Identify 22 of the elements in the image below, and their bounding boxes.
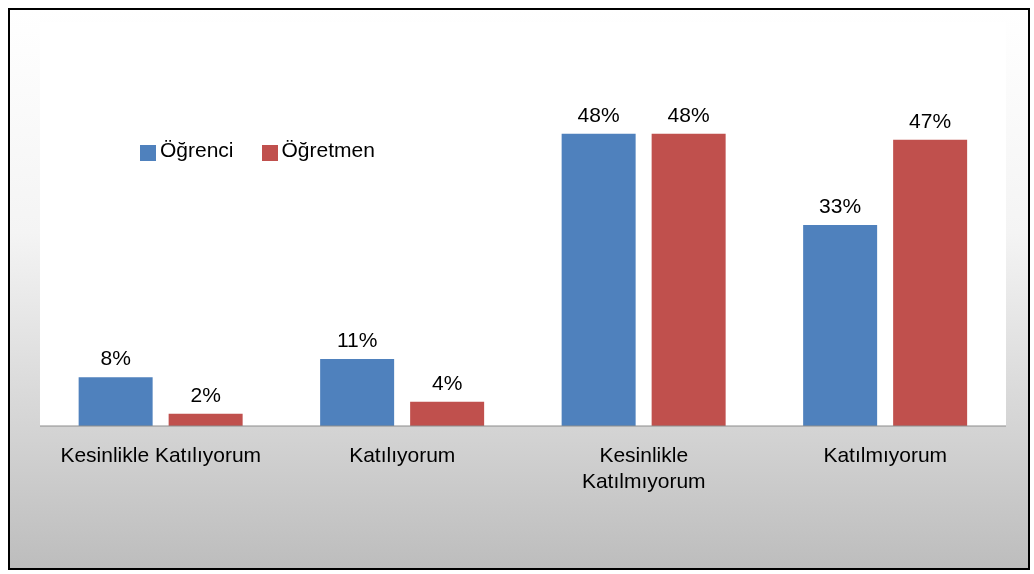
- x-tick-label: Katılıyorum: [349, 443, 456, 466]
- bar: [561, 133, 636, 426]
- bar: [320, 359, 395, 426]
- x-tick-label: Kesinlikle Katılmıyorum: [581, 443, 706, 492]
- data-label: 48%: [667, 102, 710, 126]
- bar: [803, 225, 878, 426]
- bar: [78, 377, 153, 426]
- x-tick-label: Katılmıyorum: [823, 443, 948, 466]
- legend-label: Öğretmen: [281, 138, 375, 161]
- legend-label: Öğrenci: [160, 138, 234, 161]
- data-label: 33%: [819, 194, 862, 218]
- data-label: 8%: [100, 346, 131, 370]
- data-label: 2%: [190, 382, 221, 406]
- bar: [651, 133, 726, 426]
- bar: [893, 139, 968, 426]
- data-label: 47%: [909, 108, 952, 132]
- data-label: 4%: [431, 370, 463, 394]
- bar: [168, 413, 243, 426]
- data-label: 48%: [577, 102, 620, 126]
- x-tick-label: Kesinlikle Katılıyorum: [60, 443, 262, 466]
- bar: [410, 401, 485, 426]
- data-label: 11%: [336, 328, 378, 352]
